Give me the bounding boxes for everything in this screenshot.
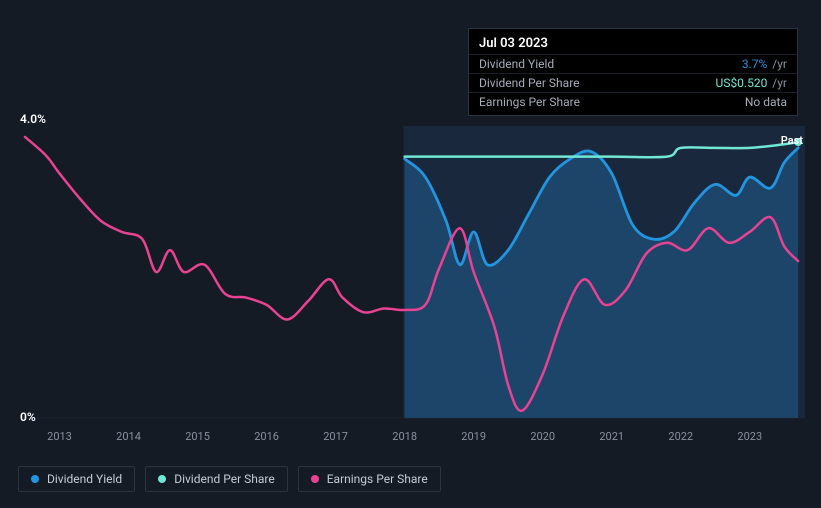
- tooltip-row: Dividend Yield3.7% /yr: [469, 54, 797, 73]
- x-axis-tick: 2018: [392, 430, 417, 443]
- legend-label: Earnings Per Share: [327, 472, 428, 486]
- legend-dividend-per-share[interactable]: Dividend Per Share: [145, 466, 288, 492]
- y-axis-tick: 4.0%: [20, 112, 46, 126]
- tooltip-value: 3.7%: [742, 57, 767, 71]
- x-axis-tick: 2015: [185, 430, 210, 443]
- x-axis-tick: 2019: [461, 430, 486, 443]
- y-axis-tick: 0%: [20, 410, 36, 424]
- x-axis-tick: 2014: [116, 430, 141, 443]
- x-axis-tick: 2013: [47, 430, 72, 443]
- x-axis-tick: 2023: [737, 430, 762, 443]
- x-axis-tick: 2017: [323, 430, 348, 443]
- tooltip-label: Dividend Per Share: [479, 76, 716, 90]
- x-axis-tick: 2022: [668, 430, 693, 443]
- tooltip-row: Dividend Per ShareUS$0.520 /yr: [469, 73, 797, 92]
- tooltip-label: Dividend Yield: [479, 57, 742, 71]
- legend-label: Dividend Yield: [47, 472, 122, 486]
- x-axis-tick: 2021: [599, 430, 624, 443]
- tooltip-value: No data: [745, 95, 787, 109]
- tooltip-label: Earnings Per Share: [479, 95, 745, 109]
- x-axis-tick: 2016: [254, 430, 279, 443]
- tooltip-date: Jul 03 2023: [469, 33, 797, 54]
- legend-label: Dividend Per Share: [174, 472, 275, 486]
- x-axis-tick: 2020: [530, 430, 555, 443]
- legend-dot-icon: [311, 475, 319, 483]
- legend-dividend-yield[interactable]: Dividend Yield: [18, 466, 135, 492]
- chart-svg: [15, 108, 805, 426]
- dividend-chart: 4.0% 0% Past 2013 2014 2015 2016 2017 2018 2019…: [15, 108, 805, 448]
- tooltip-suffix: /yr: [769, 76, 787, 90]
- chart-tooltip: Jul 03 2023 Dividend Yield3.7% /yrDivide…: [468, 28, 798, 116]
- x-axis-labels: 2013 2014 2015 2016 2017 2018 2019 2020 2021 2022…: [15, 430, 805, 448]
- chart-legend: Dividend Yield Dividend Per Share Earnings…: [18, 466, 441, 492]
- tooltip-value: US$0.520: [716, 76, 768, 90]
- legend-dot-icon: [158, 475, 166, 483]
- legend-dot-icon: [31, 475, 39, 483]
- tooltip-suffix: /yr: [769, 57, 787, 71]
- legend-earnings-per-share[interactable]: Earnings Per Share: [298, 466, 441, 492]
- past-label: Past: [781, 134, 803, 147]
